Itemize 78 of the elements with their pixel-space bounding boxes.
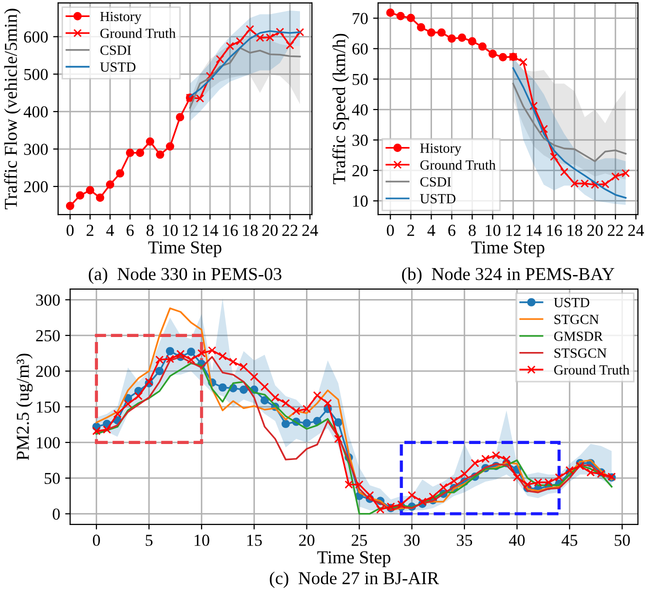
y-tick-label: 100 (36, 437, 60, 448)
x-tick-label: 25 (352, 534, 367, 546)
y-tick-label: 200 (24, 181, 48, 192)
x-tick-label: 4 (427, 224, 436, 236)
x-tick-label: 0 (92, 534, 100, 546)
x-tick-label: 20 (262, 224, 278, 236)
y-tick-label: 10 (353, 196, 368, 207)
legend-label: GMSDR (554, 332, 603, 341)
y-axis-title: PM2.5 (ug/m³) (16, 354, 33, 460)
y-tick-label: 0 (52, 508, 60, 520)
legend-label: USTD (554, 298, 590, 308)
x-tick-label: 18 (568, 224, 582, 236)
y-tick-label: 300 (36, 294, 60, 306)
x-tick-label: 16 (223, 224, 238, 236)
y-tick-label: 500 (24, 68, 48, 80)
y-tick-label: 300 (24, 144, 48, 155)
x-tick-label: 18 (243, 224, 258, 236)
x-tick-label: 16 (547, 224, 562, 236)
x-tick-label: 24 (628, 224, 644, 236)
x-axis-title: Time Step (471, 241, 544, 258)
text: (c) Node 27 in BJ-AIR (270, 572, 440, 588)
y-tick-label: 50 (44, 472, 60, 484)
x-tick-label: 10 (163, 224, 178, 236)
x-tick-label: 45 (562, 534, 578, 546)
x-tick-label: 20 (299, 534, 314, 546)
legend-label: STSGCN (554, 348, 607, 358)
y-tick-label: 150 (36, 401, 60, 413)
y-tick-label: 70 (352, 12, 368, 24)
y-tick-label: 600 (24, 31, 48, 43)
x-tick-label: 40 (509, 534, 525, 546)
x-tick-label: 10 (486, 224, 500, 236)
text: (a) Node 330 in PEMS-03 (88, 267, 282, 284)
y-tick-label: 400 (24, 106, 48, 118)
legend-label: USTD (420, 194, 456, 204)
x-tick-label: 35 (456, 534, 472, 546)
y-tick-label: 20 (352, 165, 368, 176)
x-tick-label: 4 (106, 224, 114, 236)
x-tick-label: 12 (183, 224, 198, 236)
y-tick-label: 40 (352, 104, 368, 116)
x-tick-label: 10 (194, 534, 210, 546)
y-tick-label: 200 (36, 366, 60, 378)
legend-label: CSDI (100, 46, 131, 55)
x-tick-label: 2 (86, 224, 94, 236)
legend-label: STGCN (554, 314, 599, 324)
y-tick-label: 60 (352, 43, 368, 55)
x-tick-label: 12 (506, 224, 521, 236)
x-axis-title: Time Step (148, 241, 222, 258)
x-tick-label: 30 (404, 534, 420, 546)
legend-label: CSDI (420, 177, 451, 187)
legend-label: History (100, 12, 142, 24)
y-tick-label: 30 (352, 134, 368, 146)
x-tick-label: 6 (448, 224, 456, 236)
y-axis-title: Traffic Flow (vehicle/5min) (4, 8, 21, 210)
legend-label: History (420, 143, 462, 156)
x-tick-label: 8 (146, 224, 154, 236)
x-tick-label: 2 (407, 224, 414, 236)
x-tick-label: 50 (614, 534, 630, 546)
x-tick-label: 5 (146, 534, 153, 546)
x-tick-label: 6 (126, 224, 134, 236)
x-tick-label: 22 (282, 224, 298, 236)
x-axis-title: Time Step (317, 551, 390, 568)
x-tick-label: 20 (587, 224, 603, 236)
x-tick-label: 24 (302, 224, 318, 236)
x-tick-label: 15 (247, 534, 262, 546)
legend-label: Ground Truth (420, 160, 496, 170)
x-tick-label: 14 (203, 224, 218, 236)
x-tick-label: 0 (386, 224, 394, 236)
text: (b) Node 324 in PEMS-BAY (402, 267, 614, 284)
legend-label: Ground Truth (554, 364, 630, 375)
x-tick-label: 14 (526, 224, 542, 236)
legend-label: Ground Truth (100, 28, 176, 38)
x-tick-label: 0 (66, 224, 74, 236)
x-tick-label: 8 (468, 224, 476, 236)
x-tick-label: 22 (608, 224, 623, 236)
legend-label: USTD (100, 62, 136, 72)
y-tick-label: 50 (352, 74, 368, 86)
y-axis-title: Traffic Speed (km/h) (332, 34, 349, 184)
y-tick-label: 250 (36, 330, 60, 342)
